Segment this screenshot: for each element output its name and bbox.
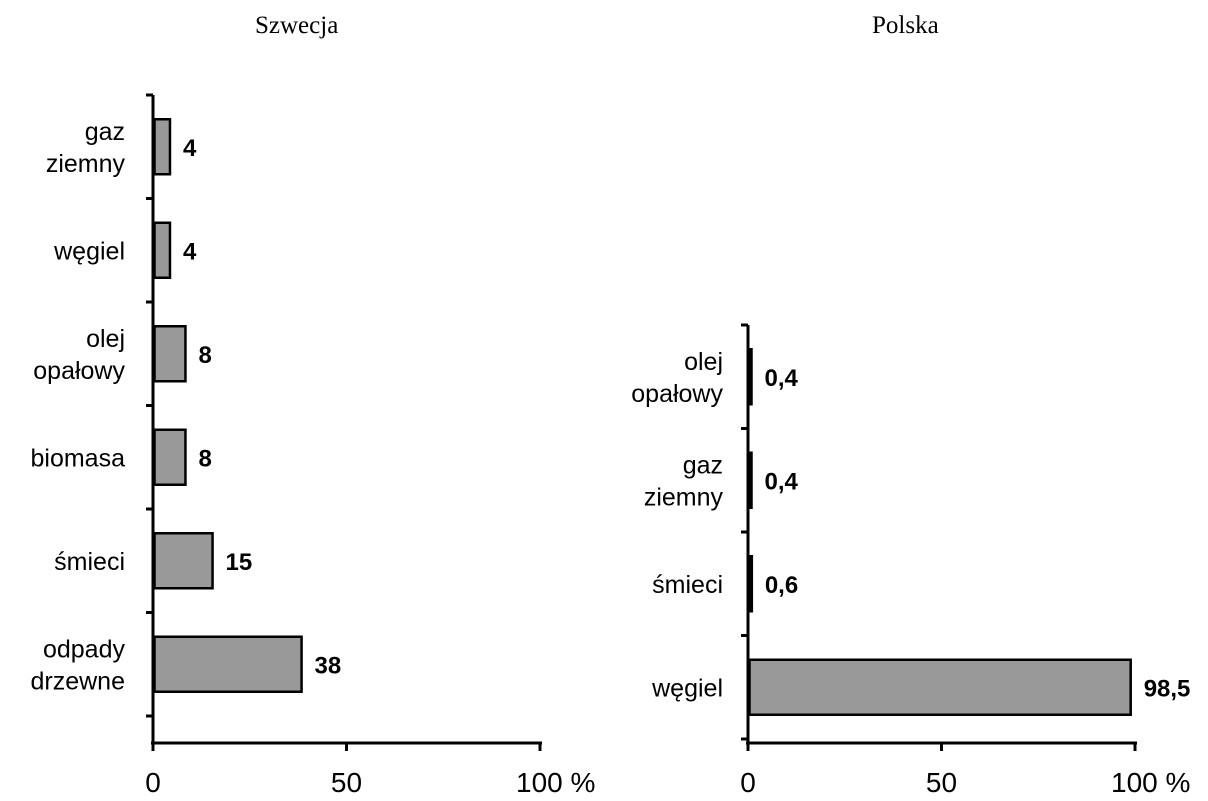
szwecja-category-label-line: opałowy bbox=[33, 357, 125, 385]
polska-bar bbox=[748, 451, 753, 509]
szwecja-bar-value-label: 4 bbox=[183, 238, 197, 265]
szwecja-category-label: gaz ziemny bbox=[46, 118, 126, 178]
szwecja-bar bbox=[153, 118, 172, 176]
polska-bar bbox=[748, 555, 754, 613]
szwecja-category-label: śmieci bbox=[54, 548, 125, 576]
polska-category-label: olej opałowy bbox=[631, 348, 723, 408]
szwecja-category-label-line: olej bbox=[86, 325, 125, 353]
szwecja-bar bbox=[153, 221, 172, 279]
szwecja-bar-value-label: 38 bbox=[315, 652, 342, 679]
chart-title-polska: Polska bbox=[872, 12, 939, 39]
polska-bar-value-label: 0,4 bbox=[765, 468, 799, 495]
szwecja-category-label-line: biomasa bbox=[31, 444, 126, 472]
szwecja-bar bbox=[153, 532, 214, 590]
polska-bar-value-label: 98,5 bbox=[1144, 675, 1191, 702]
polska-x-tick-label: 0 bbox=[740, 767, 756, 798]
szwecja-category-label-line: gaz bbox=[85, 118, 125, 146]
szwecja-category-label-line: odpady bbox=[43, 635, 126, 663]
szwecja-bar bbox=[153, 428, 187, 486]
polska-category-label: gaz ziemny bbox=[644, 451, 724, 511]
szwecja-category-label: biomasa bbox=[31, 444, 126, 472]
szwecja-category-label-line: węgiel bbox=[53, 237, 125, 265]
polska-category-label: śmieci bbox=[652, 571, 723, 599]
szwecja-category-label: odpady drzewne bbox=[31, 635, 126, 695]
szwecja-category-label-line: ziemny bbox=[46, 150, 126, 178]
polska-category-label-line: olej bbox=[684, 348, 723, 376]
szwecja-category-label-line: śmieci bbox=[54, 548, 125, 576]
szwecja-category-label: węgiel bbox=[53, 237, 125, 265]
szwecja-bar-value-label: 15 bbox=[226, 549, 253, 576]
szwecja-bar-value-label: 8 bbox=[198, 445, 211, 472]
polska-category-label-line: śmieci bbox=[652, 571, 723, 599]
polska-bar-value-label: 0,4 bbox=[765, 365, 799, 392]
chart-title-szwecja: Szwecja bbox=[255, 12, 339, 39]
polska-category-label-line: gaz bbox=[683, 451, 723, 479]
polska-category-label-line: ziemny bbox=[644, 483, 724, 511]
polska-bar bbox=[748, 348, 753, 406]
szwecja-category-label: olej opałowy bbox=[33, 325, 125, 385]
polska-category-label-line: węgiel bbox=[651, 674, 723, 702]
szwecja-category-label-line: drzewne bbox=[31, 667, 126, 695]
polska-category-label-line: opałowy bbox=[631, 380, 723, 408]
szwecja-x-tick-label: 100 % bbox=[516, 767, 595, 798]
szwecja-x-tick-label: 0 bbox=[145, 767, 161, 798]
szwecja-bar bbox=[153, 325, 187, 383]
polska-bar-value-label: 0,6 bbox=[765, 572, 798, 599]
polska-bar bbox=[748, 658, 1132, 716]
szwecja-x-tick-label: 50 bbox=[331, 767, 362, 798]
polska-x-tick-label: 50 bbox=[926, 767, 957, 798]
polska-x-tick-label: 100 % bbox=[1111, 767, 1190, 798]
szwecja-bar bbox=[153, 635, 303, 693]
polska-category-label: węgiel bbox=[651, 674, 723, 702]
szwecja-bar-value-label: 4 bbox=[183, 135, 197, 162]
szwecja-bar-value-label: 8 bbox=[198, 342, 211, 369]
